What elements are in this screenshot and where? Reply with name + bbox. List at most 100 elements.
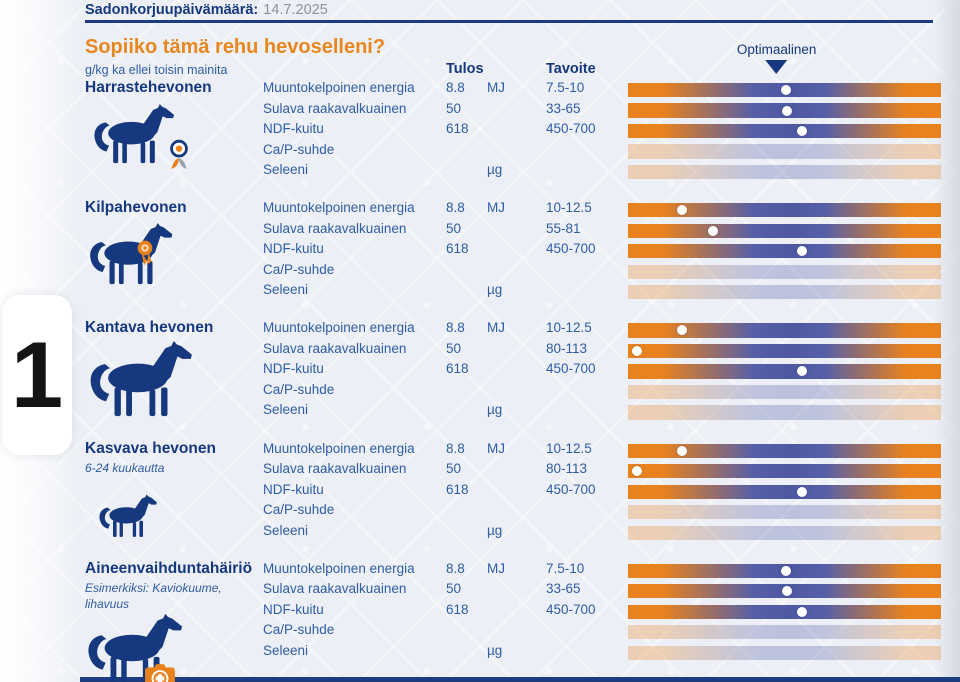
result-value: 8.8 xyxy=(446,320,465,336)
result-value xyxy=(446,641,484,662)
section-kilpahevonen: Kilpahevonen xyxy=(0,198,960,318)
horse-type-name: Kantava hevonen xyxy=(85,319,214,337)
harvest-date-label: Sadonkorjuupäivämäärä: xyxy=(85,2,259,18)
target-range xyxy=(546,260,624,281)
target-column: 7.5-10 33-65 450-700 xyxy=(546,78,624,181)
range-bar-ndf xyxy=(628,244,941,259)
parameter-label: NDF-kuitu xyxy=(263,361,324,377)
target-range: 450-700 xyxy=(546,601,596,617)
result-value: 618 xyxy=(446,481,469,497)
result-value: 618 xyxy=(446,241,469,257)
range-bar-ndf xyxy=(628,484,941,499)
horse-icon xyxy=(98,491,158,541)
unit-label xyxy=(487,579,529,600)
parameter-column: Muuntokelpoinen energia Sulava raakavalk… xyxy=(263,439,443,542)
optimal-marker: Optimaalinen xyxy=(736,42,817,74)
parameter-label: NDF-kuitu xyxy=(263,241,324,257)
column-header-result: Tulos xyxy=(446,61,484,77)
section-kasvava-hevonen: Kasvava hevonen 6-24 kuukautta xyxy=(0,439,960,559)
parameter-label: Muuntokelpoinen energia xyxy=(263,560,415,576)
result-value: 8.8 xyxy=(446,440,465,456)
result-dot xyxy=(782,105,792,116)
result-value xyxy=(446,280,484,301)
unit-label: MJ xyxy=(487,560,505,576)
unit-label xyxy=(487,239,529,260)
parameter-label: Muuntokelpoinen energia xyxy=(263,200,415,216)
result-value: 618 xyxy=(446,361,469,377)
result-value xyxy=(446,500,484,521)
optimal-label: Optimaalinen xyxy=(736,42,817,57)
horse-silhouette-icon xyxy=(94,104,174,164)
parameter-label: Ca/P-suhde xyxy=(263,622,335,638)
result-value xyxy=(446,380,484,401)
result-value xyxy=(446,521,484,542)
result-dot xyxy=(676,205,687,216)
range-bar-selenium xyxy=(628,164,941,180)
result-value: 8.8 xyxy=(446,200,465,216)
target-column: 7.5-10 33-65 450-700 xyxy=(546,559,624,662)
parameter-label: Seleeni xyxy=(263,282,309,298)
horse-type-subtitle: 6-24 kuukautta xyxy=(85,460,165,475)
result-value xyxy=(446,620,484,641)
result-dot xyxy=(781,565,792,576)
unit-column: MJ µg xyxy=(487,318,529,421)
harvest-date-value: 14.7.2025 xyxy=(263,2,328,18)
first-aid-kit-icon xyxy=(145,663,175,682)
parameter-label: Ca/P-suhde xyxy=(263,261,335,277)
range-bar-energy xyxy=(628,563,941,578)
horse-type-subtitle: Esimerkiksi: Kaviokuume, lihavuus xyxy=(85,580,222,612)
parameter-label: Muuntokelpoinen energia xyxy=(263,440,415,456)
horse-icon xyxy=(88,222,174,286)
range-bar-energy xyxy=(628,83,941,98)
target-range xyxy=(546,400,624,421)
unit-label xyxy=(487,480,529,501)
unit-label xyxy=(487,620,529,641)
unit-label xyxy=(487,459,529,480)
range-bar-protein xyxy=(628,103,941,118)
parameter-label: NDF-kuitu xyxy=(263,481,324,497)
unit-label: MJ xyxy=(487,200,505,216)
parameter-label: Sulava raakavalkuainen xyxy=(263,581,407,597)
result-value xyxy=(446,160,484,181)
range-bars xyxy=(628,323,941,425)
parameter-label: Ca/P-suhde xyxy=(263,141,335,157)
result-dot xyxy=(707,225,718,236)
unit-label: µg xyxy=(487,522,503,538)
unit-label: MJ xyxy=(487,80,505,95)
target-range: 10-12.5 xyxy=(546,440,592,456)
result-value: 50 xyxy=(446,100,462,116)
range-bar-ca-p xyxy=(628,625,941,640)
parameter-column: Muuntokelpoinen energia Sulava raakavalk… xyxy=(263,318,443,421)
target-range: 7.5-10 xyxy=(546,560,585,576)
result-value: 50 xyxy=(446,461,462,477)
parameter-label: Muuntokelpoinen energia xyxy=(263,80,415,95)
horse-silhouette-icon xyxy=(99,493,157,537)
bottom-divider xyxy=(80,677,960,682)
target-range xyxy=(546,500,624,521)
range-bar-ndf xyxy=(628,123,941,139)
range-bar-ca-p xyxy=(628,384,941,400)
result-value: 618 xyxy=(446,601,469,617)
target-range: 450-700 xyxy=(546,481,596,497)
target-column: 10-12.5 80-113 450-700 xyxy=(546,439,624,542)
unit-label: µg xyxy=(487,162,503,177)
unit-label: µg xyxy=(487,642,503,658)
target-range xyxy=(546,521,624,542)
range-bar-ca-p xyxy=(628,144,941,159)
range-bar-selenium xyxy=(628,285,941,300)
target-range: 80-113 xyxy=(546,340,588,356)
result-value: 8.8 xyxy=(446,80,465,95)
result-dot xyxy=(631,466,642,477)
target-range xyxy=(546,641,624,662)
unit-label xyxy=(487,219,529,240)
result-value: 50 xyxy=(446,581,462,597)
result-dot xyxy=(631,345,642,356)
unit-label xyxy=(487,260,529,281)
range-bar-energy xyxy=(628,323,941,338)
parameter-column: Muuntokelpoinen energia Sulava raakavalk… xyxy=(263,198,443,301)
unit-label: µg xyxy=(487,402,503,418)
result-value: 50 xyxy=(446,220,462,236)
horse-icon xyxy=(86,613,184,682)
horse-type-name: Kasvava hevonen xyxy=(85,439,216,457)
horse-type-name: Aineenvaihduntahäiriö xyxy=(85,559,253,577)
